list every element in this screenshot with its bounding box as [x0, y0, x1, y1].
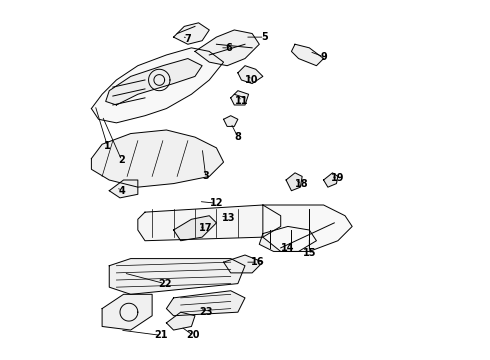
Polygon shape	[323, 173, 338, 187]
Polygon shape	[292, 44, 323, 66]
Polygon shape	[92, 130, 223, 187]
Polygon shape	[167, 291, 245, 316]
Text: 14: 14	[281, 243, 294, 253]
Text: 4: 4	[119, 186, 125, 196]
Text: 1: 1	[104, 141, 111, 151]
Polygon shape	[173, 216, 217, 241]
Text: 6: 6	[225, 43, 232, 53]
Text: 9: 9	[320, 52, 327, 62]
Polygon shape	[106, 59, 202, 105]
Polygon shape	[238, 66, 263, 84]
Polygon shape	[167, 312, 195, 330]
Polygon shape	[138, 205, 281, 241]
Text: 10: 10	[245, 75, 259, 85]
Text: 19: 19	[331, 173, 344, 183]
Polygon shape	[109, 180, 138, 198]
Text: 12: 12	[210, 198, 223, 208]
Text: 3: 3	[202, 171, 209, 181]
Polygon shape	[173, 23, 209, 44]
Polygon shape	[102, 294, 152, 330]
Polygon shape	[286, 173, 302, 191]
Text: 16: 16	[251, 257, 264, 267]
Text: 23: 23	[199, 307, 213, 317]
Text: 15: 15	[302, 248, 316, 258]
Polygon shape	[92, 48, 223, 123]
Polygon shape	[223, 116, 238, 126]
Polygon shape	[195, 30, 259, 66]
Text: 11: 11	[235, 96, 248, 107]
Text: 20: 20	[187, 330, 200, 341]
Text: 13: 13	[222, 212, 236, 222]
Text: 7: 7	[184, 34, 191, 44]
Text: 18: 18	[295, 179, 309, 189]
Text: 17: 17	[199, 223, 213, 233]
Text: 8: 8	[234, 132, 241, 142]
Text: 22: 22	[158, 279, 172, 289]
Polygon shape	[109, 258, 245, 294]
Polygon shape	[259, 226, 317, 251]
Polygon shape	[263, 205, 352, 251]
Text: 21: 21	[154, 330, 168, 341]
Polygon shape	[223, 255, 263, 273]
Text: 2: 2	[119, 156, 125, 165]
Polygon shape	[231, 91, 248, 105]
Text: 5: 5	[261, 32, 268, 42]
